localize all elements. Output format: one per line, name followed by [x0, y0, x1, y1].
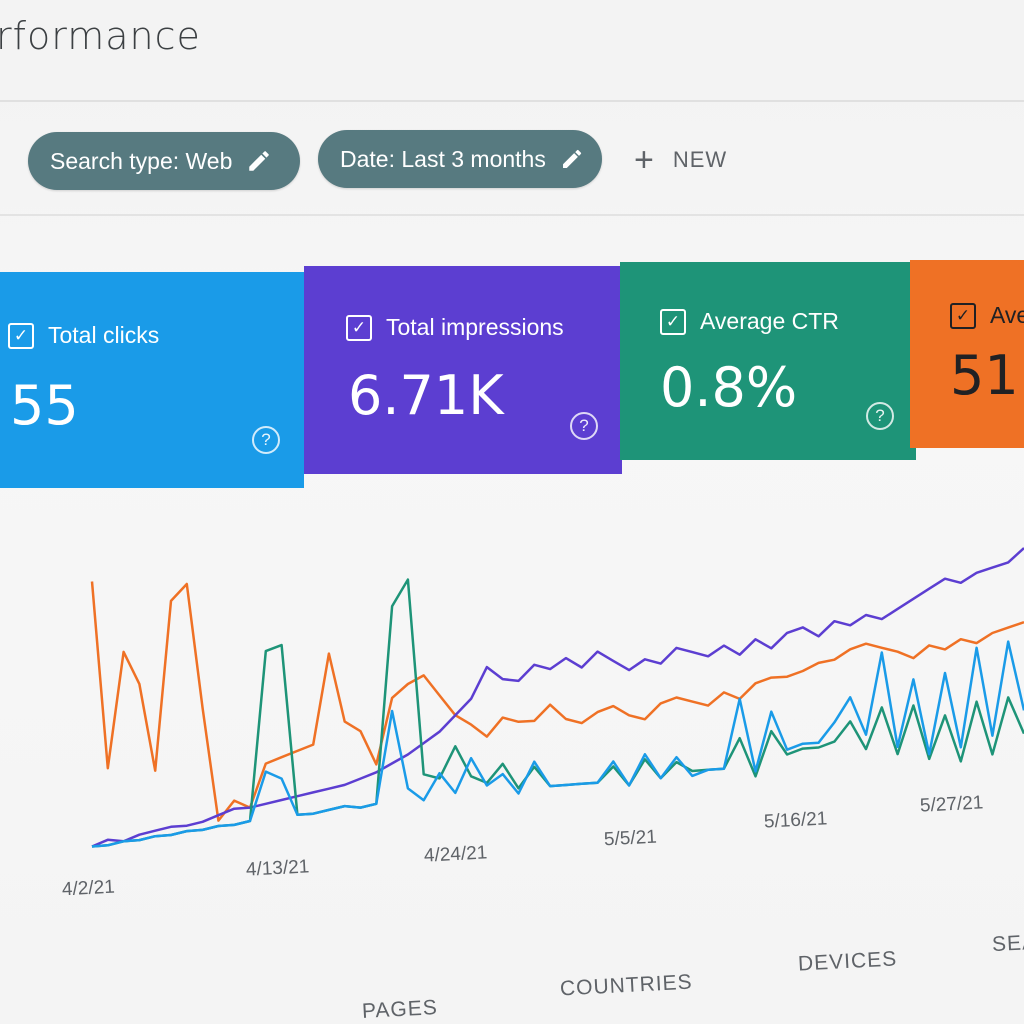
- help-icon[interactable]: ?: [570, 412, 598, 440]
- header-bar: rformance: [0, 0, 1024, 102]
- search-type-filter-chip[interactable]: Search type: Web: [28, 132, 300, 190]
- metric-label-row: ✓ Avera: [950, 302, 1024, 329]
- series-line-0: [90, 581, 1024, 822]
- new-filter-label: NEW: [672, 147, 728, 172]
- metric-label: Total impressions: [386, 314, 564, 340]
- x-tick-label: 4/2/21: [61, 876, 116, 901]
- checkbox-checked-icon[interactable]: ✓: [346, 314, 372, 341]
- new-filter-button[interactable]: + NEW: [634, 140, 727, 180]
- x-tick-label: 5/5/21: [603, 826, 658, 851]
- help-icon[interactable]: ?: [252, 426, 280, 454]
- tab-pages[interactable]: PAGES: [361, 996, 439, 1023]
- checkbox-checked-icon[interactable]: ✓: [660, 308, 686, 335]
- date-filter-chip[interactable]: Date: Last 3 months: [318, 130, 602, 188]
- checkbox-checked-icon[interactable]: ✓: [950, 302, 976, 329]
- dimension-tabs: PAGES COUNTRIES DEVICES SEA: [0, 900, 1024, 1024]
- x-tick-label: 4/24/21: [423, 842, 488, 867]
- date-chip-label: Date: Last 3 months: [340, 145, 546, 172]
- series-line-1: [91, 547, 1024, 848]
- x-tick-label: 4/13/21: [245, 856, 310, 881]
- metric-card-average-ctr[interactable]: ✓ Average CTR 0.8% ?: [620, 262, 916, 460]
- page-title: rformance: [0, 14, 201, 58]
- filter-row: Search type: Web Date: Last 3 months + N…: [0, 120, 1024, 210]
- metric-label-row: ✓ Average CTR: [660, 308, 839, 335]
- tab-search-appearance[interactable]: SEA: [991, 930, 1024, 957]
- tab-devices[interactable]: DEVICES: [797, 947, 898, 976]
- metric-label: Avera: [990, 302, 1024, 328]
- performance-chart: 4/2/21 4/13/21 4/24/21 5/5/21 5/16/21 5/27/21: [0, 460, 1024, 930]
- metric-card-total-impressions[interactable]: ✓ Total impressions 6.71K ?: [304, 266, 622, 474]
- pencil-icon[interactable]: [246, 148, 272, 174]
- metric-label-row: ✓ Total impressions: [346, 314, 564, 341]
- line-chart: [90, 547, 1024, 848]
- tab-countries[interactable]: COUNTRIES: [559, 970, 694, 1001]
- search-type-chip-label: Search type: Web: [50, 147, 233, 174]
- help-icon[interactable]: ?: [866, 402, 894, 430]
- metric-label: Average CTR: [700, 308, 839, 334]
- series-line-3: [91, 640, 1024, 848]
- metric-card-average-position[interactable]: ✓ Avera 51.: [910, 260, 1024, 448]
- metric-card-total-clicks[interactable]: ✓ Total clicks 55 ?: [0, 272, 304, 488]
- plus-icon: +: [634, 141, 655, 179]
- metric-value: 55: [10, 374, 79, 437]
- metric-label-row: ✓ Total clicks: [8, 322, 159, 349]
- pencil-icon[interactable]: [560, 146, 584, 172]
- metric-value: 0.8%: [660, 356, 798, 419]
- x-tick-label: 5/16/21: [763, 808, 828, 833]
- x-tick-label: 5/27/21: [919, 792, 984, 817]
- metric-value: 6.71K: [348, 364, 504, 427]
- metric-label: Total clicks: [48, 322, 160, 348]
- metric-value: 51.: [950, 344, 1024, 407]
- divider: [0, 214, 1024, 216]
- checkbox-checked-icon[interactable]: ✓: [8, 322, 34, 349]
